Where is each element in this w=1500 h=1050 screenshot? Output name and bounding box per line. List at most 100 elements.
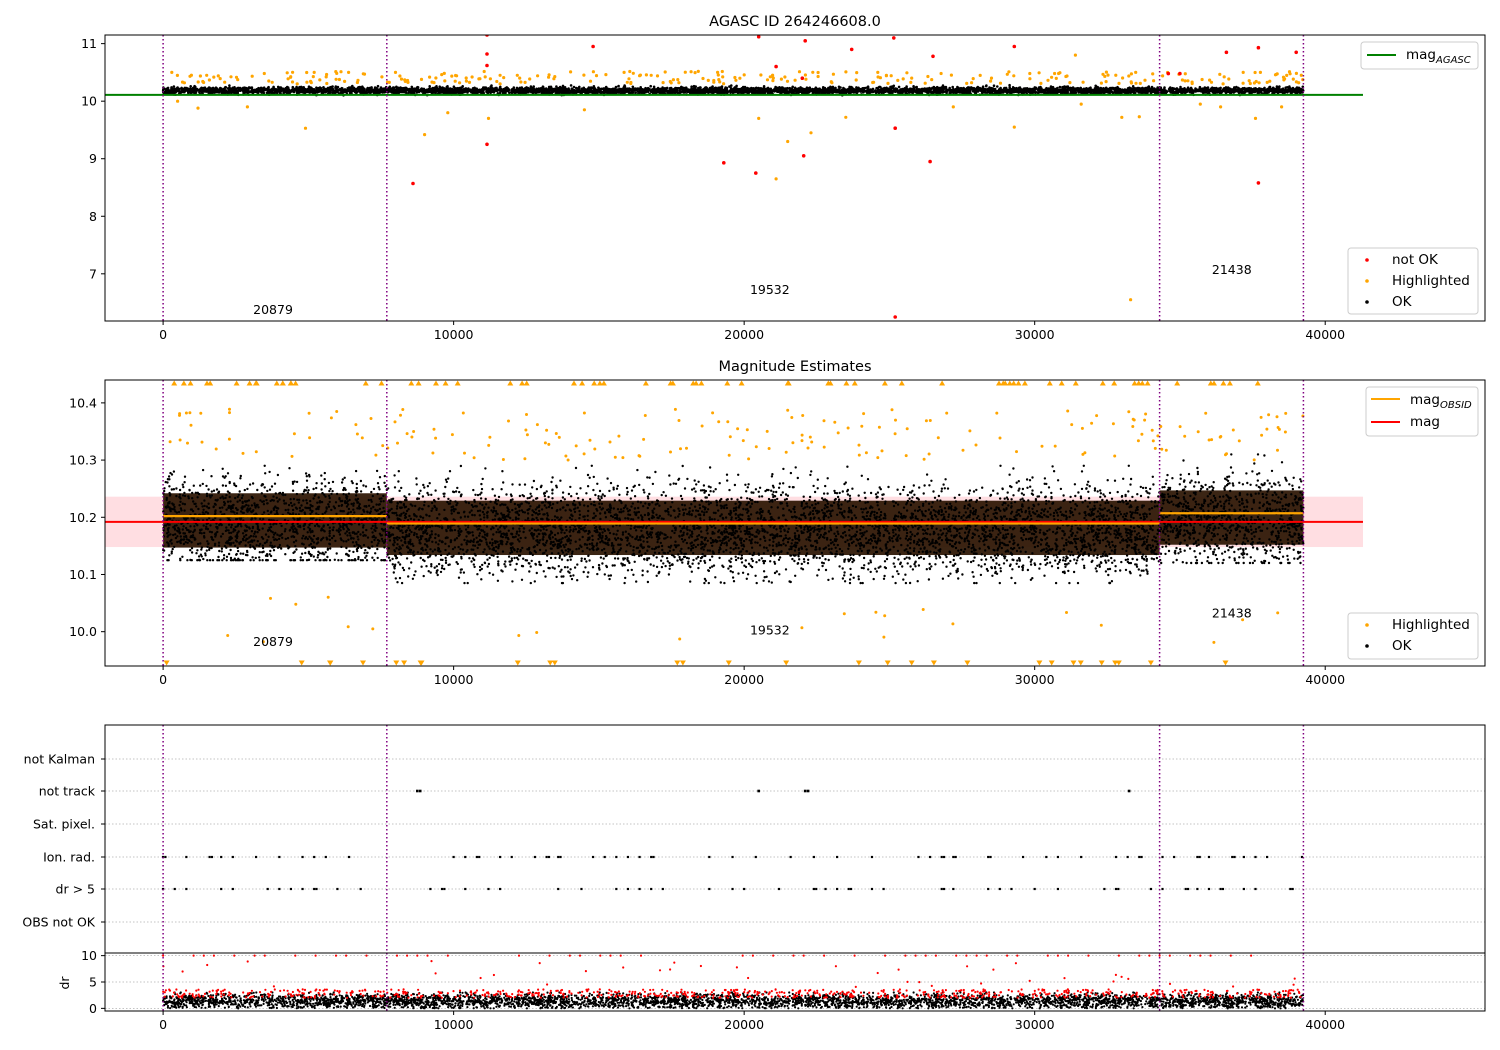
panel-magnitude-estimates: Magnitude Estimates 20879 19532 21438 0 100… [69, 359, 1486, 687]
dr-gt-5-marker [499, 887, 502, 891]
ion-rad-marker [210, 855, 214, 859]
ion-rad-marker [989, 855, 992, 859]
dr-gt-5-marker [1161, 887, 1164, 891]
legend-ok-marker [1365, 300, 1369, 304]
x-tick-label: 40000 [1305, 672, 1345, 687]
dr-gt-5-marker [440, 887, 444, 891]
ion-rad-marker [478, 855, 481, 859]
legend-highlighted-marker [1365, 279, 1369, 283]
dr-gt-5-marker [1033, 887, 1036, 891]
ion-rad-marker [313, 855, 316, 859]
ion-rad-marker [185, 855, 188, 859]
dr-gt-5-marker [185, 887, 188, 891]
dr-gt-5-marker [1291, 887, 1294, 891]
x-tick-label: 40000 [1305, 1017, 1345, 1032]
dr-gt-5-marker [940, 887, 943, 891]
ion-rad-marker [928, 855, 932, 859]
ion-rad-marker [1196, 855, 1199, 859]
panel3-axes: not Kalman not track Sat. pixel. Ion. rad. d… [22, 752, 105, 930]
panel4-axes: 0 10000 20000 30000 40000 0 5 10 [81, 948, 1345, 1032]
ion-rad-marker [1254, 855, 1257, 859]
ion-rad-marker [1300, 855, 1304, 859]
ion-rad-marker [1138, 855, 1141, 859]
dr-gt-5-marker [942, 887, 946, 891]
panel-dr: 0 10000 20000 30000 40000 0 5 10 dr [57, 948, 1486, 1032]
ion-rad-marker [464, 855, 467, 859]
obsid-label: 20879 [253, 302, 293, 317]
panel-quality-flags: not Kalman not track Sat. pixel. Ion. rad. d… [22, 724, 1486, 954]
y-tick-label: 11 [81, 36, 97, 51]
ion-rad-marker [475, 855, 478, 859]
ion-rad-marker [615, 855, 618, 859]
ion-rad-marker [324, 855, 327, 859]
dr-not-ok-points [162, 954, 1302, 999]
ion-rad-marker [754, 855, 757, 859]
x-tick-label: 0 [159, 1017, 167, 1032]
dr-gt-5-marker [638, 887, 641, 891]
y-tick-label: 8 [89, 209, 97, 224]
y-tick-label: 9 [89, 151, 97, 166]
dr-gt-5-marker [1184, 887, 1187, 891]
dr-gt-5-marker [1149, 887, 1152, 891]
dr-gt-5-marker [1114, 887, 1118, 891]
legend-mag-agasc-label: magAGASC [1406, 47, 1471, 66]
dr-gt-5-marker [336, 887, 339, 891]
ion-rad-marker [499, 855, 502, 859]
panel1-title: AGASC ID 264246608.0 [709, 14, 881, 30]
x-tick-label: 20000 [724, 1017, 764, 1032]
dr-gt-5-marker [220, 887, 223, 891]
y-tick-label: 10.0 [69, 624, 97, 639]
x-tick-label: 30000 [1015, 327, 1055, 342]
ion-rad-marker [650, 855, 653, 859]
ion-rad-marker [278, 855, 281, 859]
ion-rad-marker [812, 855, 815, 859]
dr-gt-5-marker [847, 887, 850, 891]
ion-rad-marker [452, 855, 455, 859]
panel1-frame [104, 34, 1486, 322]
ion-rad-marker [301, 855, 304, 859]
not-track-marker [1127, 789, 1131, 793]
clipped-low-markers [163, 660, 1229, 666]
dr-gt-5-marker [1117, 887, 1120, 891]
obsid-label: 21438 [1212, 605, 1252, 620]
y-tick-label: 10 [81, 948, 97, 963]
y-tick-label: 7 [89, 266, 97, 281]
panel2-axes: 0 10000 20000 30000 40000 10.0 10.1 10.2 10.3 10.… [69, 395, 1345, 687]
y-tick-label: 5 [89, 975, 97, 990]
dr-gt-5-marker [487, 887, 490, 891]
not-track-marker [418, 789, 422, 793]
dr-gt-5-marker [1219, 887, 1222, 891]
ion-rad-marker [559, 855, 562, 859]
dr-gt-5-marker [615, 887, 618, 891]
dr-gt-5-marker [1056, 887, 1060, 891]
dr-gt-5-marker [231, 887, 234, 891]
dr-gt-5-marker [998, 887, 1001, 891]
dr-gt-5-marker [743, 887, 746, 891]
ion-rad-marker [545, 855, 548, 859]
panel4-ylabel: dr [57, 976, 72, 990]
ion-rad-marker [347, 855, 351, 859]
y-tick-label: 0 [89, 1001, 97, 1016]
dr-gt-5-marker [661, 887, 664, 891]
ion-rad-marker [533, 855, 537, 859]
x-tick-label: 30000 [1015, 672, 1055, 687]
not-track-marker [757, 789, 760, 793]
ion-rad-marker [942, 855, 946, 859]
flag-category-label: Sat. pixel. [33, 817, 95, 832]
obsid-label: 21438 [1212, 262, 1252, 277]
flag-category-label: OBS not OK [22, 915, 95, 930]
dr-gt-5-marker [301, 887, 304, 891]
dr-gt-5-marker [815, 887, 818, 891]
ion-rad-marker [1161, 855, 1164, 859]
y-tick-label: 10.1 [69, 567, 97, 582]
dr-gt-5-marker [1010, 887, 1013, 891]
legend-ok-label: OK [1392, 294, 1413, 310]
flag-category-label: Ion. rad. [43, 850, 95, 865]
ion-rad-marker [254, 855, 258, 859]
ion-rad-marker [1242, 855, 1245, 859]
dr-gt-5-marker [952, 887, 955, 891]
dr-gt-5-marker [1196, 887, 1199, 891]
ion-rad-marker [591, 855, 595, 859]
ion-rad-marker [626, 855, 630, 859]
dr-gt-5-marker [557, 887, 560, 891]
